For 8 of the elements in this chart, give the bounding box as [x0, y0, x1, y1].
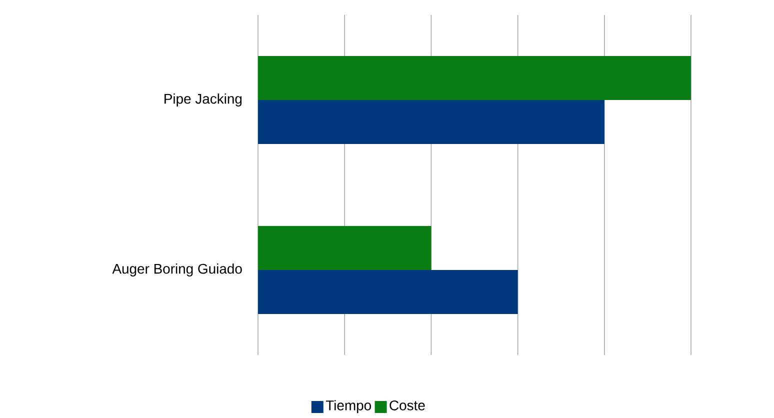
bar — [258, 226, 432, 270]
y-tick-label: Pipe Jacking — [164, 93, 242, 106]
bar — [258, 270, 518, 314]
bar — [258, 56, 692, 100]
bar — [258, 100, 604, 144]
legend-label: Tiempo — [326, 400, 371, 414]
legend-label: Coste — [390, 400, 425, 410]
y-tick-label: Auger Boring Guiado — [112, 263, 242, 276]
